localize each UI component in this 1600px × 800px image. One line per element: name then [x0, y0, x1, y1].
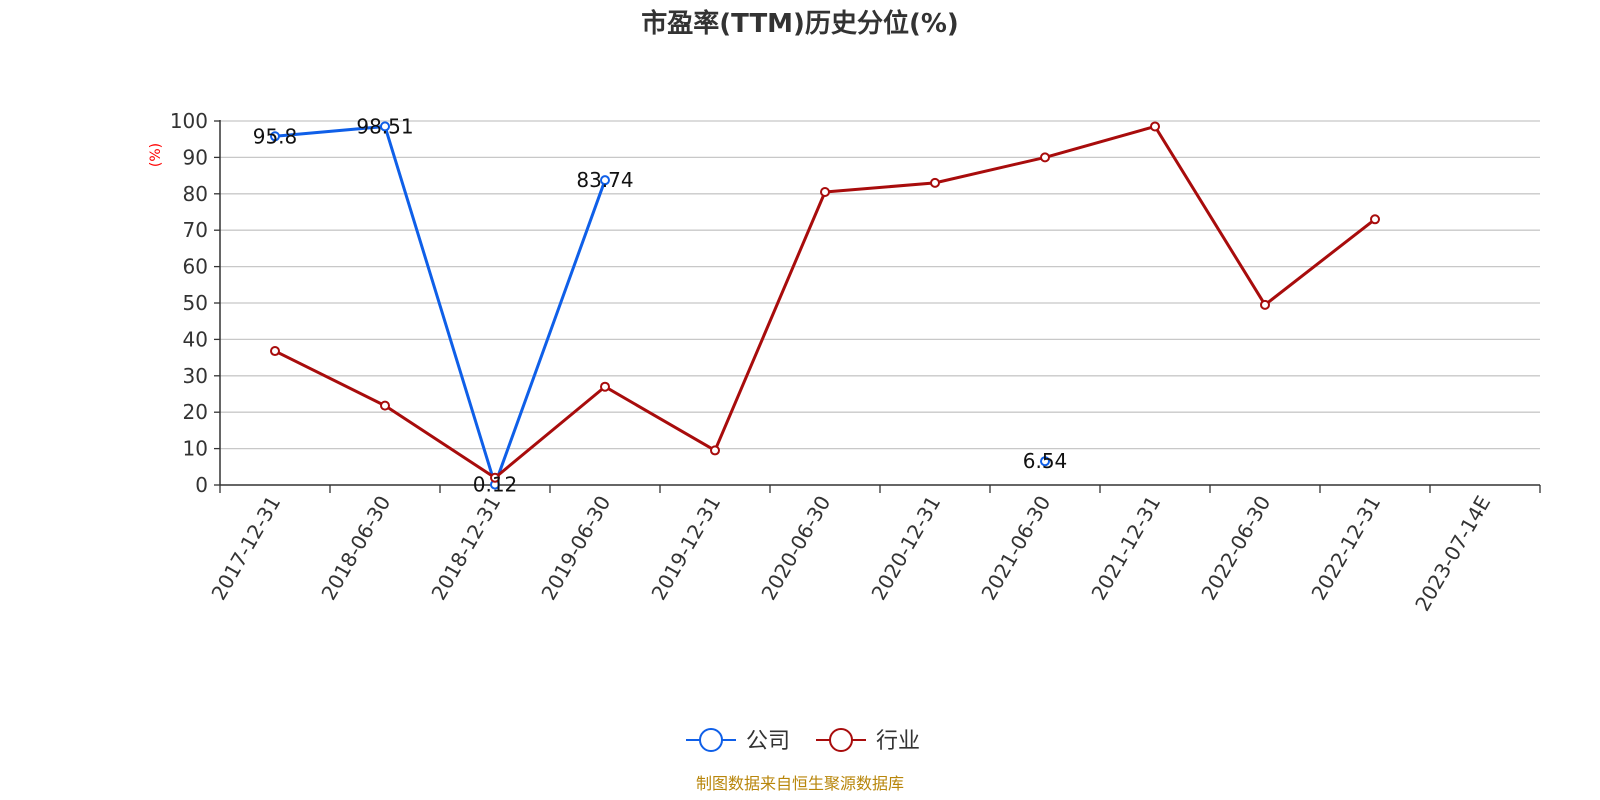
- legend-item[interactable]: 行业: [816, 728, 920, 754]
- legend[interactable]: 公司 行业: [686, 728, 920, 754]
- data-point[interactable]: [270, 131, 280, 142]
- data-point[interactable]: [1260, 299, 1270, 310]
- y-tick-label: 80: [183, 182, 208, 206]
- data-labels: 95.8 98.51 0.12 83.74 6.54: [253, 114, 1068, 496]
- y-tick-label: 90: [183, 145, 208, 169]
- x-tick-label: 2019-12-31: [646, 492, 725, 605]
- data-point[interactable]: [930, 177, 940, 188]
- y-tick-label: 60: [183, 255, 208, 279]
- legend-label: 公司: [746, 729, 790, 754]
- x-tick-label: 2018-06-30: [316, 492, 395, 605]
- series-line: [274, 124, 607, 487]
- y-tick-label: 0: [195, 473, 208, 497]
- legend-marker: [829, 728, 853, 752]
- y-tick-label: 40: [183, 327, 208, 351]
- data-label: 98.51: [356, 114, 413, 138]
- data-point[interactable]: [600, 175, 610, 186]
- series-layer: [270, 121, 1380, 490]
- y-tick-label: 50: [183, 291, 208, 315]
- data-label: 95.8: [253, 124, 298, 148]
- data-label: 83.74: [576, 168, 633, 192]
- data-point[interactable]: [380, 121, 390, 132]
- data-point[interactable]: [380, 400, 390, 411]
- data-point[interactable]: [1150, 121, 1160, 132]
- data-label: 6.54: [1023, 449, 1068, 473]
- x-tick-label: 2017-12-31: [206, 492, 285, 605]
- x-tick-label: 2021-06-30: [976, 492, 1055, 605]
- y-tick-label: 20: [183, 400, 208, 424]
- y-tick-label: 30: [183, 364, 208, 388]
- x-tick-label: 2022-06-30: [1196, 492, 1275, 605]
- x-tick-label: 2023-07-14E: [1410, 492, 1495, 616]
- y-tick-label: 10: [183, 437, 208, 461]
- x-tick-label: 2020-12-31: [866, 492, 945, 605]
- legend-marker: [699, 728, 723, 752]
- x-tick-label: 2018-12-31: [426, 492, 505, 605]
- data-point[interactable]: [1370, 214, 1380, 225]
- data-point[interactable]: [710, 445, 720, 456]
- data-point[interactable]: [1040, 456, 1050, 467]
- data-point[interactable]: [820, 186, 830, 197]
- axes: 0 10 20 30 40 50 60 70 80 90 100 2017-12-31 2018-06-…: [170, 109, 1541, 616]
- data-point[interactable]: [270, 346, 280, 357]
- data-label: 0.12: [473, 473, 518, 497]
- x-tick-label: 2020-06-30: [756, 492, 835, 605]
- y-tick-label: 100: [170, 109, 208, 133]
- y-axis-label: (%): [148, 143, 164, 167]
- chart-title: 市盈率(TTM)历史分位(%): [641, 8, 959, 39]
- y-tick-label: 70: [183, 218, 208, 242]
- x-tick-label: 2021-12-31: [1086, 492, 1165, 605]
- grid: [220, 120, 1540, 450]
- data-point[interactable]: [1040, 152, 1050, 163]
- data-point[interactable]: [490, 472, 500, 483]
- x-tick-label: 2022-12-31: [1306, 492, 1385, 605]
- source-note: 制图数据来自恒生聚源数据库: [696, 774, 904, 793]
- legend-item[interactable]: 公司: [686, 728, 790, 754]
- x-tick-label: 2019-06-30: [536, 492, 615, 605]
- data-point[interactable]: [600, 381, 610, 392]
- legend-label: 行业: [876, 729, 920, 754]
